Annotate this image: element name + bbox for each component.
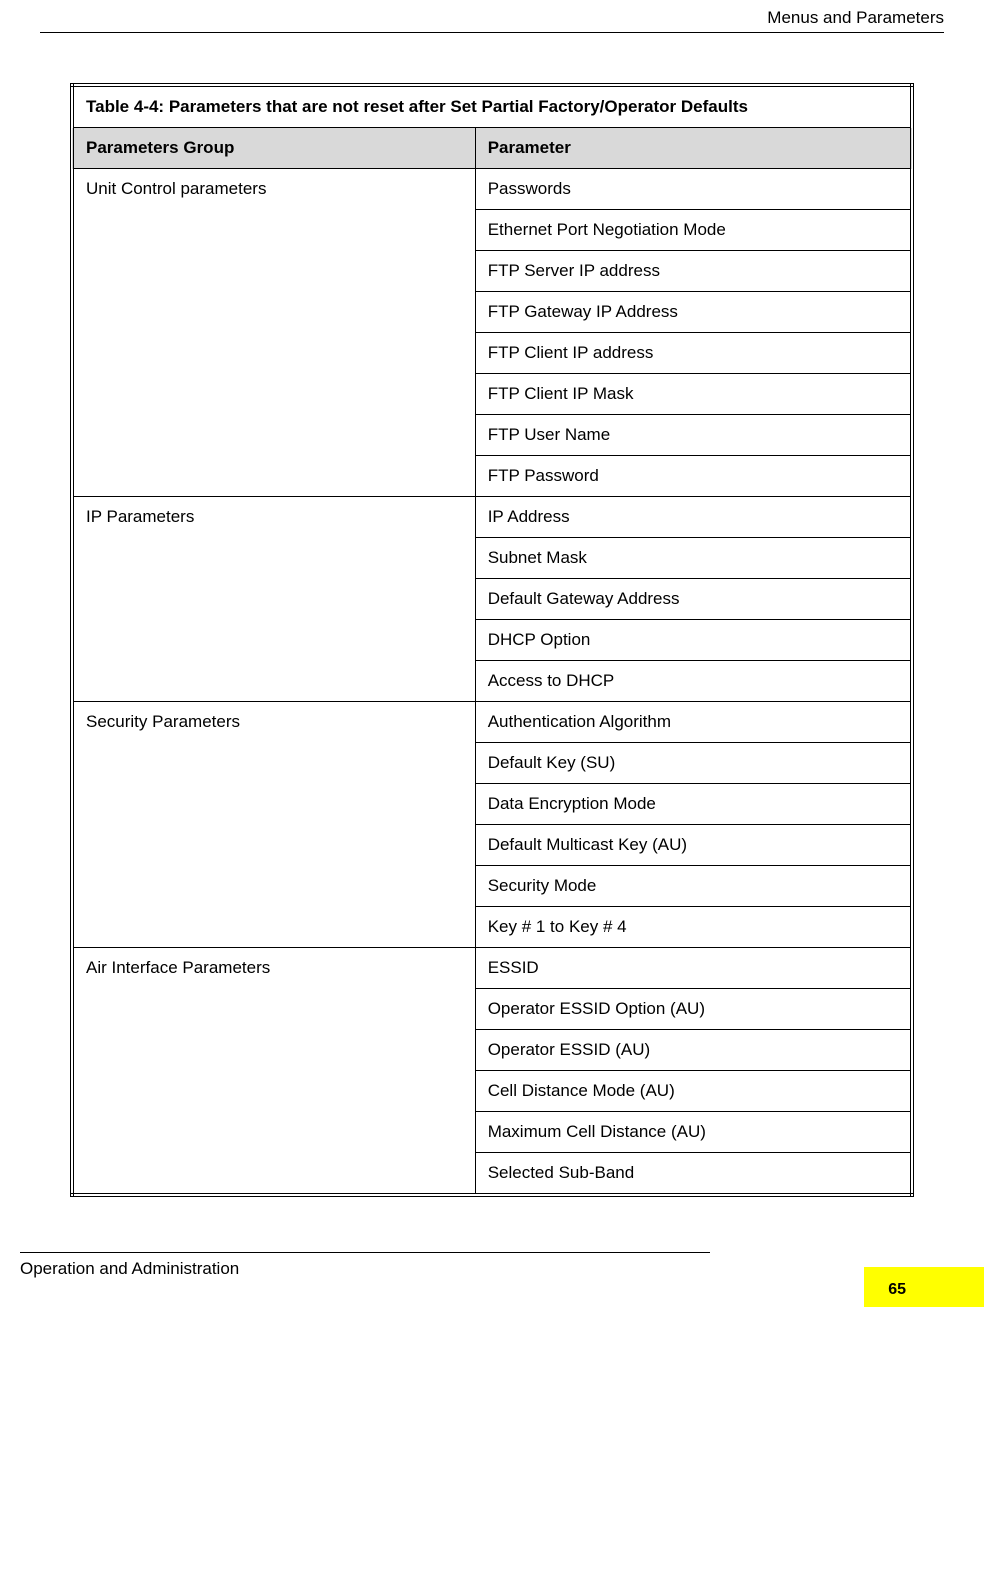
document-page: Menus and Parameters Table 4-4: Paramete… — [0, 0, 984, 1279]
table-row: Unit Control parametersPasswords — [72, 169, 912, 210]
parameter-cell: FTP Server IP address — [475, 251, 912, 292]
page-number-highlight — [864, 1267, 984, 1307]
column-header-group: Parameters Group — [72, 128, 475, 169]
page-number-box: 65 — [864, 1267, 984, 1307]
parameter-cell: Cell Distance Mode (AU) — [475, 1071, 912, 1112]
parameter-cell: Maximum Cell Distance (AU) — [475, 1112, 912, 1153]
page-number: 65 — [888, 1281, 906, 1299]
parameter-cell: FTP Client IP Mask — [475, 374, 912, 415]
parameter-cell: FTP Password — [475, 456, 912, 497]
parameter-cell: ESSID — [475, 948, 912, 989]
parameter-cell: Subnet Mask — [475, 538, 912, 579]
group-cell: IP Parameters — [72, 497, 475, 702]
parameter-cell: FTP Client IP address — [475, 333, 912, 374]
parameters-table: Table 4-4: Parameters that are not reset… — [70, 83, 914, 1197]
table-body: Unit Control parametersPasswordsEthernet… — [72, 169, 912, 1196]
parameter-cell: Ethernet Port Negotiation Mode — [475, 210, 912, 251]
parameter-cell: Operator ESSID Option (AU) — [475, 989, 912, 1030]
parameter-cell: Default Key (SU) — [475, 743, 912, 784]
group-cell: Unit Control parameters — [72, 169, 475, 497]
header-right-text: Menus and Parameters — [767, 8, 944, 27]
table-row: Air Interface ParametersESSID — [72, 948, 912, 989]
table-row: IP ParametersIP Address — [72, 497, 912, 538]
parameter-cell: Security Mode — [475, 866, 912, 907]
parameter-cell: Default Gateway Address — [475, 579, 912, 620]
parameter-cell: Default Multicast Key (AU) — [475, 825, 912, 866]
parameter-cell: Access to DHCP — [475, 661, 912, 702]
group-cell: Security Parameters — [72, 702, 475, 948]
table-caption: Table 4-4: Parameters that are not reset… — [72, 85, 912, 128]
parameter-cell: Selected Sub-Band — [475, 1153, 912, 1196]
table-row: Security ParametersAuthentication Algori… — [72, 702, 912, 743]
page-footer: Operation and Administration 65 — [40, 1252, 944, 1279]
group-cell: Air Interface Parameters — [72, 948, 475, 1196]
table-caption-row: Table 4-4: Parameters that are not reset… — [72, 85, 912, 128]
parameter-cell: Key # 1 to Key # 4 — [475, 907, 912, 948]
parameter-cell: IP Address — [475, 497, 912, 538]
footer-left-text: Operation and Administration — [20, 1253, 944, 1279]
parameter-cell: FTP Gateway IP Address — [475, 292, 912, 333]
parameter-cell: FTP User Name — [475, 415, 912, 456]
parameter-cell: Data Encryption Mode — [475, 784, 912, 825]
table-header-row: Parameters Group Parameter — [72, 128, 912, 169]
parameter-cell: DHCP Option — [475, 620, 912, 661]
parameter-cell: Operator ESSID (AU) — [475, 1030, 912, 1071]
table-container: Table 4-4: Parameters that are not reset… — [70, 83, 914, 1197]
page-header: Menus and Parameters — [40, 0, 944, 33]
parameter-cell: Passwords — [475, 169, 912, 210]
column-header-parameter: Parameter — [475, 128, 912, 169]
parameter-cell: Authentication Algorithm — [475, 702, 912, 743]
